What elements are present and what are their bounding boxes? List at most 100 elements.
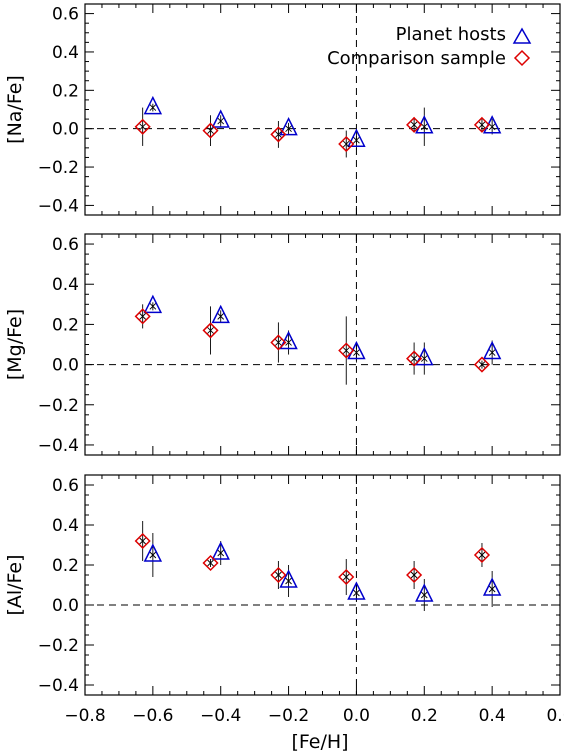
x-tick-label: −0.2 — [268, 706, 309, 726]
legend-diamond-icon — [513, 49, 531, 67]
point-cross — [275, 131, 282, 138]
y-tick-label: 0.4 — [52, 43, 79, 63]
planet-host-marker — [279, 117, 298, 136]
comparison-sample-series — [134, 304, 491, 385]
legend-comparison-label: Comparison sample — [327, 48, 506, 69]
comparison-marker — [473, 116, 491, 133]
comparison-marker — [202, 554, 219, 572]
point-cross — [139, 123, 146, 131]
y-tick-label: 0.6 — [52, 5, 79, 25]
x-tick-label: −0.6 — [132, 706, 173, 726]
x-tick-label: 0.6 — [546, 706, 564, 726]
point-cross — [420, 355, 428, 362]
comparison-marker — [406, 116, 423, 133]
y-tick-label: 0.0 — [52, 596, 79, 616]
planet-host-marker — [143, 294, 163, 314]
comparison-marker — [473, 356, 491, 373]
legend-planet-label: Planet hosts — [396, 24, 506, 45]
planet-host-marker — [143, 543, 163, 562]
legend-triangle-icon — [512, 27, 532, 44]
planet-host-marker — [211, 109, 230, 128]
comparison-marker — [406, 350, 423, 367]
point-cross — [342, 573, 350, 581]
point-cross — [488, 123, 496, 131]
panel-3: −0.4 −0.2 0.0 0.2 0.4 0.6 [Al/Fe] −0.8 −0.6 −0.4 −… — [4, 474, 564, 726]
panel-2: −0.4 −0.2 0.0 0.2 0.4 0.6 [Mg/Fe] — [4, 233, 561, 456]
comparison-marker — [270, 334, 287, 351]
point-cross — [285, 577, 292, 585]
x-tick-label: 0.4 — [479, 706, 506, 726]
planet-host-marker — [347, 581, 366, 600]
comparison-marker — [406, 566, 423, 584]
point-cross — [285, 125, 292, 133]
y-axis-label: [Na/Fe] — [4, 75, 26, 144]
point-cross — [275, 339, 282, 346]
point-cross — [285, 339, 292, 346]
planet-hosts-series — [143, 95, 502, 150]
point-cross — [478, 551, 486, 559]
comparison-sample-series — [134, 521, 491, 595]
y-axis-label: [Mg/Fe] — [4, 309, 26, 380]
comparison-marker — [473, 546, 491, 564]
y-tick-label: 0.2 — [52, 81, 79, 101]
plot-frame — [84, 233, 561, 456]
y-tick-label: −0.4 — [38, 676, 79, 696]
point-cross — [478, 361, 486, 368]
y-tick-label: 0.4 — [52, 275, 79, 295]
point-cross — [217, 117, 225, 125]
point-cross — [217, 313, 225, 320]
y-tick-label: −0.4 — [38, 436, 79, 456]
point-cross — [488, 349, 496, 356]
point-cross — [207, 327, 214, 334]
x-tick-label: −0.8 — [64, 706, 105, 726]
comparison-marker — [202, 122, 219, 139]
point-cross — [410, 355, 418, 362]
point-cross — [353, 349, 360, 356]
planet-hosts-series — [143, 294, 502, 375]
comparison-marker — [338, 135, 355, 153]
planet-host-marker — [347, 128, 366, 147]
y-tick-label: 0.2 — [52, 315, 79, 335]
planet-host-marker — [482, 577, 502, 596]
y-tick-label: 0.2 — [52, 556, 79, 576]
comparison-marker — [338, 342, 355, 359]
point-cross — [342, 140, 350, 148]
planet-host-marker — [279, 569, 298, 588]
point-cross — [149, 551, 157, 559]
comparison-marker — [338, 568, 355, 586]
point-cross — [410, 571, 418, 579]
planet-hosts-series — [143, 533, 502, 611]
planet-host-marker — [143, 95, 163, 115]
panel-1: −0.4 −0.2 0.0 0.2 0.4 0.6 [Na/Fe] Planet hosts C… — [4, 3, 561, 216]
comparison-marker — [270, 566, 287, 584]
y-tick-label: 0.4 — [52, 516, 79, 536]
point-cross — [353, 589, 360, 597]
x-axis-label: [Fe/H] — [291, 731, 348, 753]
y-tick-label: −0.2 — [38, 636, 79, 656]
y-tick-label: −0.2 — [38, 396, 79, 416]
y-axis-label: [Al/Fe] — [4, 554, 26, 615]
point-cross — [410, 121, 418, 129]
planet-host-marker — [279, 330, 298, 350]
point-cross — [149, 104, 157, 111]
planet-host-marker — [211, 304, 230, 324]
planet-host-marker — [211, 541, 230, 560]
y-tick-label: 0.6 — [52, 476, 79, 496]
x-tick-label: 0.2 — [411, 706, 438, 726]
point-cross — [488, 585, 496, 593]
comparison-marker — [270, 126, 287, 143]
comparison-marker — [202, 322, 219, 339]
point-cross — [353, 136, 360, 144]
y-tick-label: 0.0 — [52, 356, 79, 376]
point-cross — [478, 121, 486, 129]
x-tick-label: −0.4 — [200, 706, 241, 726]
point-cross — [420, 591, 428, 599]
planet-host-marker — [415, 583, 434, 602]
panels: −0.4 −0.2 0.0 0.2 0.4 0.6 [Na/Fe] Planet hosts C… — [4, 3, 564, 726]
y-tick-label: 0.6 — [52, 235, 79, 255]
y-tick-label: 0.0 — [52, 120, 79, 140]
point-cross — [342, 347, 350, 354]
y-tick-label: −0.4 — [38, 196, 79, 216]
planet-host-marker — [415, 346, 434, 366]
